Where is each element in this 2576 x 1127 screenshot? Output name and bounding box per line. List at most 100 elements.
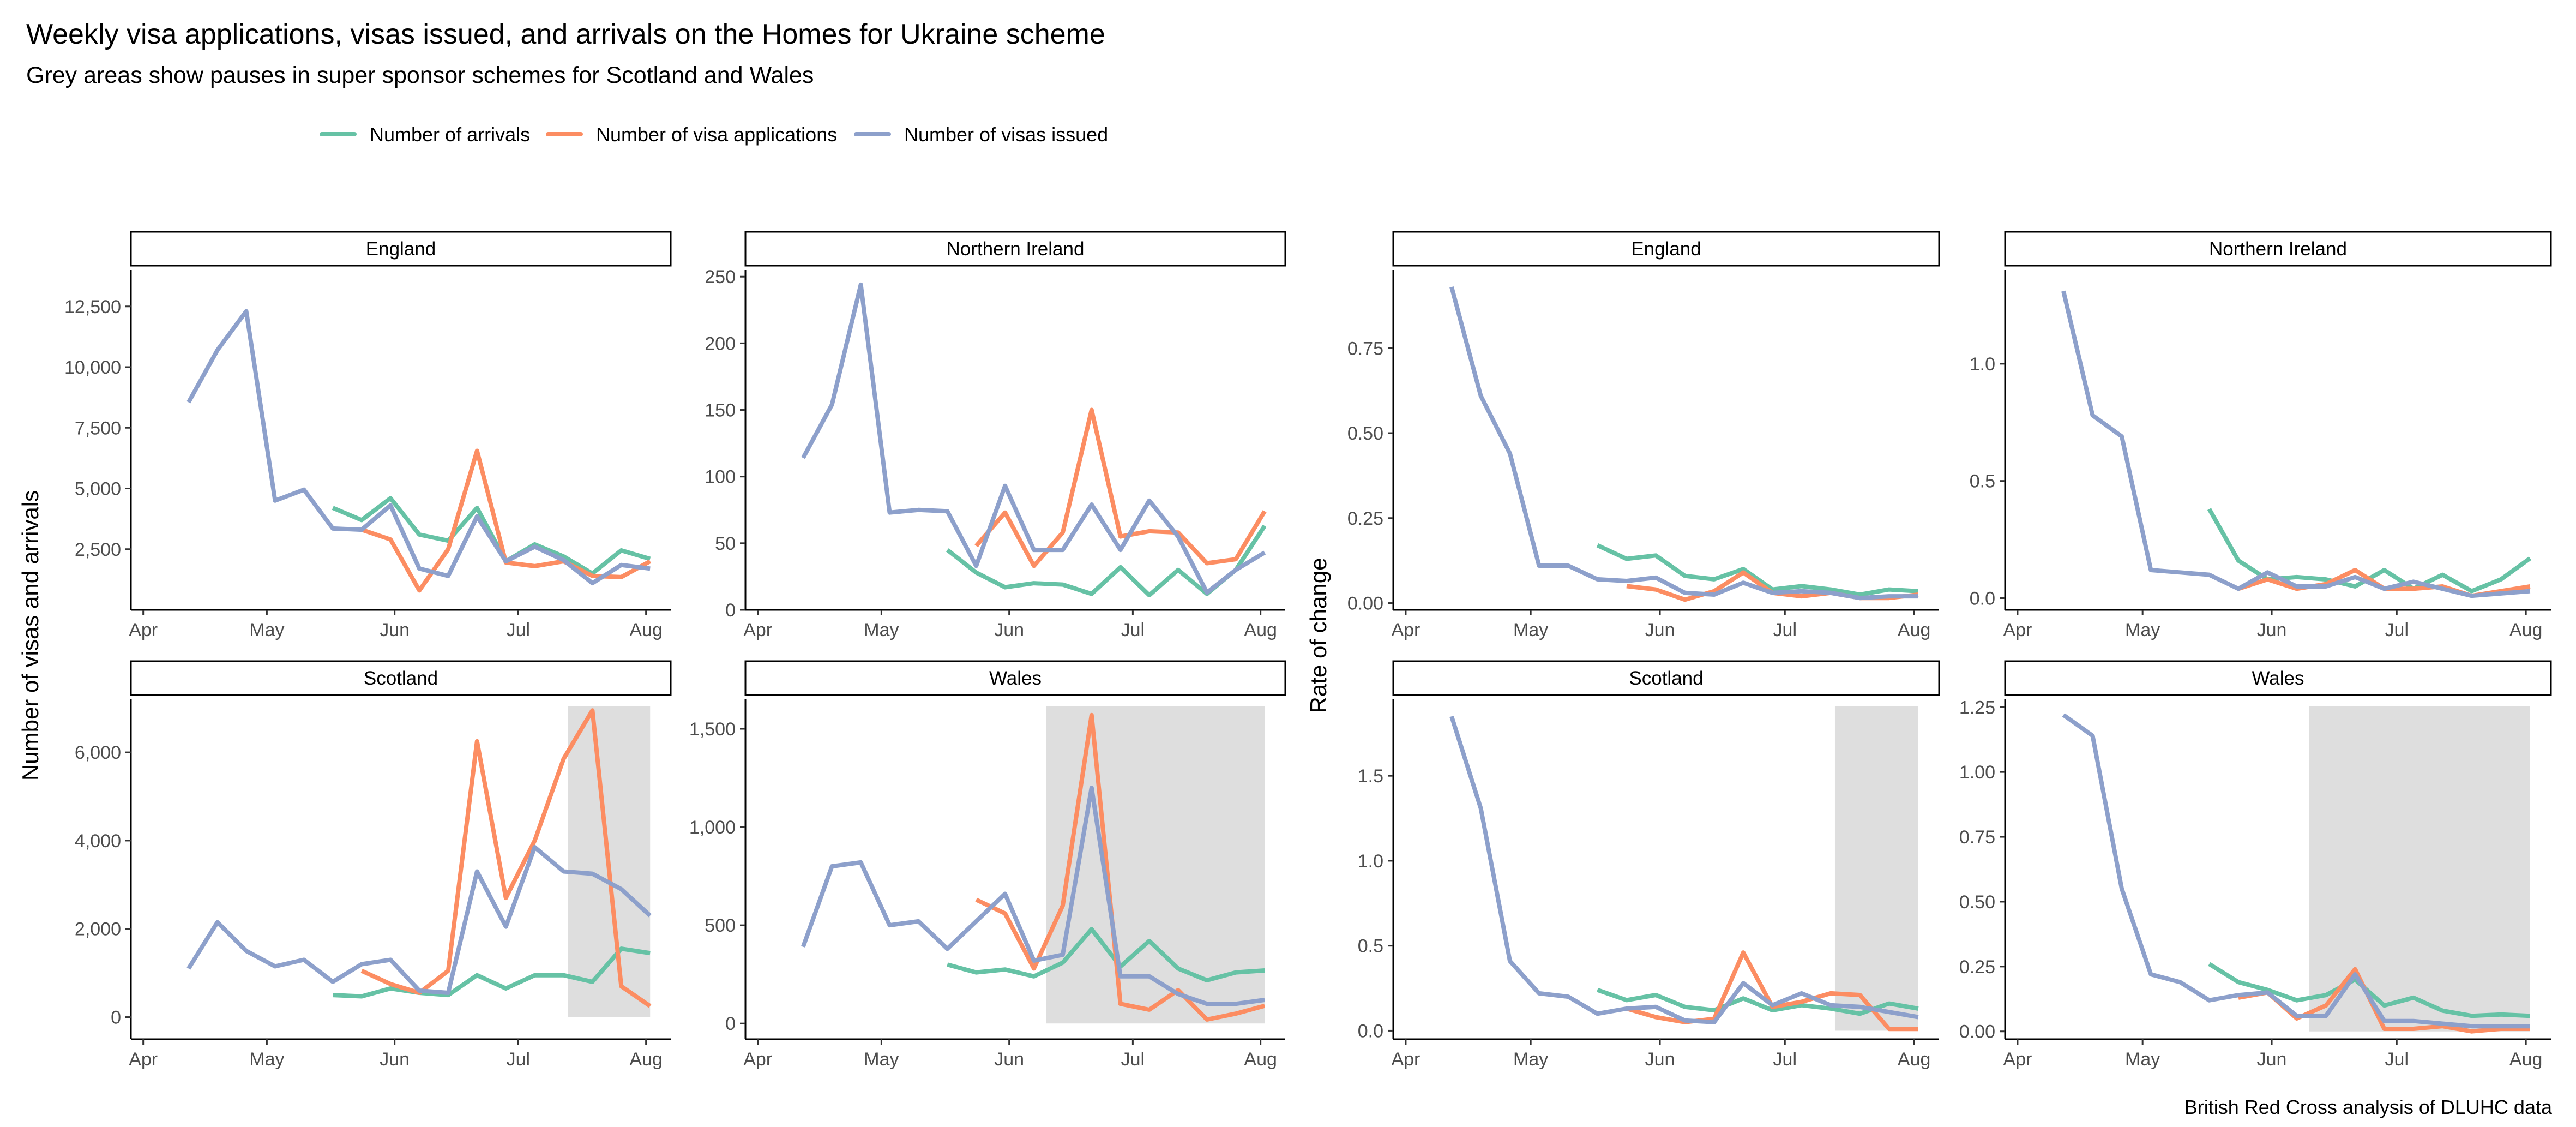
panel-counts-scotland: Scotland 0 2,000 4,000 6,000 Apr May Jun Jul Aug — [75, 660, 672, 1070]
y-tick-label: 4,000 — [75, 831, 121, 852]
x-tick-label: Jun — [994, 1049, 1024, 1070]
x-tick-label: May — [864, 1049, 899, 1070]
y-tick-label: 10,000 — [64, 357, 121, 378]
facet-label: Scotland — [364, 668, 438, 689]
y-tick-label: 0.00 — [1347, 594, 1383, 614]
x-tick-label: Jun — [2257, 620, 2287, 640]
facet-strip — [1392, 231, 1940, 267]
x-tick-label: Aug — [2509, 620, 2543, 640]
legend-label: Number of visa applications — [596, 123, 837, 146]
x-tick-label: Jul — [507, 620, 530, 640]
y-tick-label: 500 — [705, 915, 736, 936]
y-tick-label: 6,000 — [75, 742, 121, 763]
series-line-number-of-visas-issued — [1449, 286, 1918, 601]
y-tick-label: 1.5 — [1358, 766, 1383, 787]
x-tick-label: Apr — [1391, 1049, 1420, 1070]
x-tick-label: Jun — [380, 1049, 410, 1070]
series-line-number-of-visas-issued — [186, 845, 652, 995]
y-tick-label: 1.25 — [1959, 697, 1995, 718]
x-tick-label: Apr — [129, 620, 158, 640]
y-tick-label: 50 — [715, 533, 736, 554]
y-tick-label: 1,000 — [689, 817, 736, 838]
x-tick-label: Apr — [129, 1049, 158, 1070]
x-tick-label: Jul — [507, 1049, 530, 1070]
y-tick-label: 0.5 — [1358, 936, 1383, 957]
series-line-number-of-visa-applications — [360, 708, 652, 1008]
x-tick-label: Jul — [1773, 1049, 1797, 1070]
facet-strip — [130, 231, 672, 267]
x-tick-label: May — [2125, 1049, 2160, 1070]
y-tick-label: 2,000 — [75, 919, 121, 940]
x-tick-label: Jun — [1645, 1049, 1675, 1070]
series-line-number-of-visas-issued — [186, 309, 651, 585]
y-tick-label: 150 — [705, 400, 736, 421]
panel-rates-england: England 0.00 0.25 0.50 0.75 Apr May Jun Jul Aug — [1347, 231, 1940, 640]
series-line-number-of-visa-applications — [975, 712, 1266, 1022]
panel-rates-wales: Wales 0.00 0.25 0.50 0.75 1.00 1.25 Apr May Jun Ju… — [1959, 660, 2552, 1070]
y-tick-label: 100 — [705, 467, 736, 488]
x-tick-label: Apr — [1391, 620, 1420, 640]
y-tick-label: 1.0 — [1970, 354, 1995, 375]
y-tick-label: 0.0 — [1970, 589, 1995, 609]
x-tick-label: Apr — [743, 1049, 772, 1070]
x-tick-label: Jun — [2257, 1049, 2287, 1070]
facet-strip — [1392, 660, 1940, 696]
series-line-number-of-visas-issued — [801, 282, 1266, 595]
x-tick-label: May — [1513, 1049, 1548, 1070]
legend-item-number-of-visa-applications: Number of visa applications — [546, 123, 837, 146]
panel-rates-northern-ireland: Northern Ireland 0.0 0.5 1.0 Apr May Jun Jul Aug — [1970, 231, 2552, 640]
facet-label: Northern Ireland — [947, 238, 1085, 260]
y-tick-label: 1.0 — [1358, 851, 1383, 872]
facet-label: Northern Ireland — [2209, 238, 2347, 260]
chart-caption: British Red Cross analysis of DLUHC data — [2184, 1096, 2553, 1118]
y-tick-label: 2,500 — [75, 539, 121, 560]
y-axis-title-counts: Number of visas and arrivals — [17, 490, 43, 781]
chart-panels: Number of visas and arrivals Rate of chan… — [17, 231, 2552, 1070]
chart-title: Weekly visa applications, visas issued, … — [26, 19, 1105, 50]
facet-label: Wales — [989, 668, 1042, 689]
x-tick-label: Jul — [2385, 1049, 2409, 1070]
chart-subtitle: Grey areas show pauses in super sponsor … — [26, 62, 814, 88]
facet-strip — [744, 660, 1286, 696]
facet-label: Wales — [2252, 668, 2304, 689]
y-tick-label: 12,500 — [64, 297, 121, 317]
panel-counts-northern-ireland: Northern Ireland 0 50 100 150 200 250 Apr May Jun… — [705, 231, 1286, 640]
facet-strip — [744, 231, 1286, 267]
x-tick-label: May — [2125, 620, 2160, 640]
facet-label: Scotland — [1629, 668, 1703, 689]
x-tick-label: Aug — [1898, 620, 1931, 640]
y-tick-label: 0.5 — [1970, 471, 1995, 492]
x-tick-label: Aug — [1244, 620, 1277, 640]
x-tick-label: Aug — [629, 620, 663, 640]
legend-label: Number of arrivals — [370, 123, 530, 146]
x-tick-label: Jun — [380, 620, 410, 640]
series-line-number-of-arrivals — [1597, 987, 1919, 1016]
x-tick-label: Jul — [1121, 1049, 1145, 1070]
facet-label: England — [366, 238, 436, 260]
x-tick-label: Jun — [994, 620, 1024, 640]
legend-label: Number of visas issued — [904, 123, 1108, 146]
series-line-number-of-visas-issued — [1449, 715, 1919, 1024]
y-tick-label: 0.25 — [1959, 957, 1995, 978]
pause-area — [1046, 706, 1265, 1024]
x-tick-label: Aug — [1898, 1049, 1931, 1070]
panel-rates-scotland: Scotland 0.0 0.5 1.0 1.5 Apr May Jun Jul Aug — [1358, 660, 1940, 1070]
facet-strip — [2004, 660, 2552, 696]
x-tick-label: Aug — [629, 1049, 663, 1070]
panel-counts-england: England 2,500 5,000 7,500 10,000 12,500 Apr May… — [64, 231, 672, 640]
facet-label: England — [1631, 238, 1701, 260]
y-axis-title-rates: Rate of change — [1305, 558, 1331, 714]
series-line-number-of-arrivals — [332, 496, 651, 576]
panel-counts-wales: Wales 0 500 1,000 1,500 Apr May Jun Jul Aug — [689, 660, 1286, 1070]
series-line-number-of-visas-issued — [801, 786, 1265, 1006]
x-tick-label: May — [249, 1049, 284, 1070]
y-tick-label: 0.00 — [1959, 1022, 1995, 1042]
facet-strip — [2004, 231, 2552, 267]
legend-item-number-of-visas-issued: Number of visas issued — [854, 123, 1108, 146]
y-tick-label: 0.25 — [1347, 508, 1383, 529]
y-tick-label: 0 — [725, 600, 736, 621]
y-tick-label: 7,500 — [75, 418, 121, 439]
series-line-number-of-visas-issued — [2062, 713, 2530, 1029]
